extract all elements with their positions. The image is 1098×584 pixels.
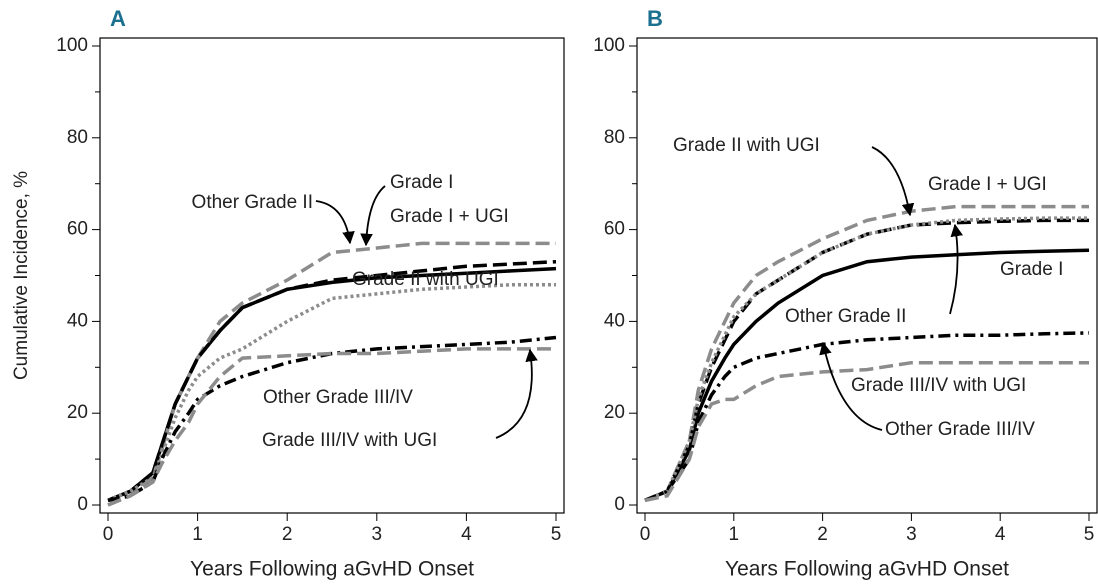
x-tick-label: 2 <box>282 524 293 545</box>
series-label: Grade III/IV with UGI <box>851 375 1026 396</box>
y-tick-label: 80 <box>67 127 88 148</box>
x-tick-label: 4 <box>995 524 1006 545</box>
x-tick-label: 0 <box>103 524 114 545</box>
series-line <box>644 216 1089 503</box>
series-label: Other Grade III/IV <box>885 419 1035 440</box>
x-tick-label: 3 <box>906 524 917 545</box>
y-tick-label: 80 <box>604 127 625 148</box>
series-line <box>644 331 1090 503</box>
series-line <box>107 266 557 503</box>
x-tick-label: 2 <box>817 524 828 545</box>
series-label: Grade I <box>390 172 453 193</box>
x-axis-label: Years Following aGvHD Onset <box>725 558 1009 581</box>
annotation-arrow <box>819 341 883 431</box>
series-label: Grade III/IV with UGI <box>262 430 437 451</box>
x-tick-label: 0 <box>640 524 651 545</box>
series-line <box>644 218 1089 503</box>
series-line <box>107 335 557 503</box>
y-tick-label: 40 <box>604 310 625 331</box>
series-label: Grade II with UGI <box>352 269 499 290</box>
series-label: Other Grade II <box>785 306 906 327</box>
y-tick-label: 0 <box>77 494 88 515</box>
y-axis-label: Cumulative Incidence, % <box>11 171 32 380</box>
series-label: Grade I + UGI <box>390 206 509 227</box>
annotation-arrow <box>871 146 915 217</box>
series-label: Grade I + UGI <box>928 174 1047 195</box>
x-tick-label: 5 <box>551 524 562 545</box>
y-tick-label: 40 <box>67 310 88 331</box>
annotation-arrow <box>360 185 386 247</box>
annotation-arrow <box>315 200 355 245</box>
series-line <box>644 360 1089 503</box>
annotation-arrow <box>949 223 963 315</box>
series-label: Grade I <box>1000 259 1063 280</box>
y-tick-label: 20 <box>604 402 625 423</box>
panel-label: B <box>647 6 663 31</box>
series-line <box>107 282 556 503</box>
series-line <box>107 347 556 507</box>
y-tick-label: 100 <box>56 35 88 56</box>
series-line <box>107 259 557 503</box>
annotation-arrow <box>495 348 538 439</box>
series-label: Grade II with UGI <box>673 135 820 156</box>
x-tick-label: 1 <box>729 524 740 545</box>
y-tick-label: 60 <box>67 219 88 240</box>
x-tick-label: 4 <box>461 524 472 545</box>
x-tick-label: 1 <box>192 524 203 545</box>
y-tick-label: 20 <box>67 402 88 423</box>
x-tick-label: 5 <box>1084 524 1095 545</box>
panel-label: A <box>110 6 126 31</box>
series-label: Other Grade II <box>192 192 313 213</box>
series-label: Other Grade III/IV <box>263 387 413 408</box>
x-tick-label: 3 <box>372 524 383 545</box>
y-tick-label: 100 <box>593 35 625 56</box>
y-tick-label: 0 <box>614 494 625 515</box>
x-axis-label: Years Following aGvHD Onset <box>190 558 474 581</box>
y-tick-label: 60 <box>604 219 625 240</box>
